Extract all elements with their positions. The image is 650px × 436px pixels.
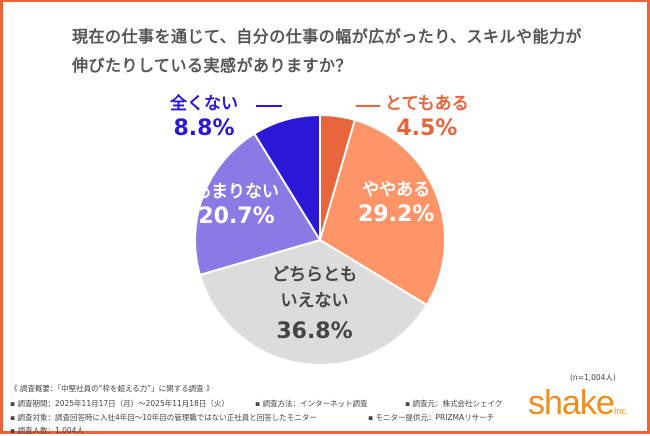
- title-line-2: 伸びたりしている実感がありますか？: [72, 56, 353, 75]
- shake-logo: shakeInc.: [528, 384, 628, 423]
- survey-period: ▪ 調査期間：2025年11月17日（月）～2025年11月18日（火）: [10, 399, 229, 408]
- survey-count: ▪ 調査人数：1,004人: [10, 426, 84, 435]
- pie-slice-2: [198, 238, 429, 366]
- slice-label: あまりない: [194, 182, 279, 202]
- label-totemoaru: とてもある 4.5%: [385, 94, 469, 143]
- slice-value: 20.7%: [198, 204, 275, 230]
- slice-label-line2: いえない: [280, 291, 349, 312]
- pie-slice-3: [194, 132, 322, 277]
- slice-value: 29.2%: [358, 202, 435, 228]
- slice-label: とてもある: [385, 94, 469, 114]
- chart-title: 現在の仕事を通じて、自分の仕事の幅が広がったり、スキルや能力が 伸びたりしている…: [72, 22, 582, 80]
- survey-heading: 《 調査概要：「中堅社員の“枠を超える力”」に関する調査 》: [10, 384, 214, 393]
- slice-value: 36.8%: [276, 318, 353, 344]
- slice-value: 8.8%: [173, 116, 235, 142]
- survey-method: ▪ 調査方法：インターネット調査: [255, 399, 368, 408]
- logo-suffix: Inc.: [613, 406, 629, 416]
- label-dochiratomo: どちらとも いえない 36.8%: [272, 262, 357, 349]
- survey-target: ▪ 調査対象：調査回答時に入社4年目～10年目の管理職ではない正社員と回答したモ…: [10, 413, 317, 422]
- sample-size: (n=1,004人): [570, 373, 616, 382]
- label-zenkunai: 全くない 8.8%: [170, 94, 238, 143]
- label-yayaaru: ややある 29.2%: [358, 180, 434, 229]
- label-amarinai: あまりない 20.7%: [194, 182, 279, 231]
- survey-source: ▪ 調査元：株式会社シェイク: [405, 399, 503, 408]
- slice-label: ややある: [362, 180, 431, 200]
- title-line-1: 現在の仕事を通じて、自分の仕事の幅が広がったり、スキルや能力が: [72, 27, 583, 46]
- slice-label: 全くない: [170, 94, 238, 114]
- logo-text: shake: [528, 384, 615, 422]
- pie-slice-4: [252, 113, 321, 244]
- survey-provider: ▪ モニター提供元：PRIZMAリサーチ: [368, 413, 495, 422]
- slice-label-line1: どちらとも: [272, 265, 357, 285]
- slice-value: 4.5%: [396, 116, 458, 142]
